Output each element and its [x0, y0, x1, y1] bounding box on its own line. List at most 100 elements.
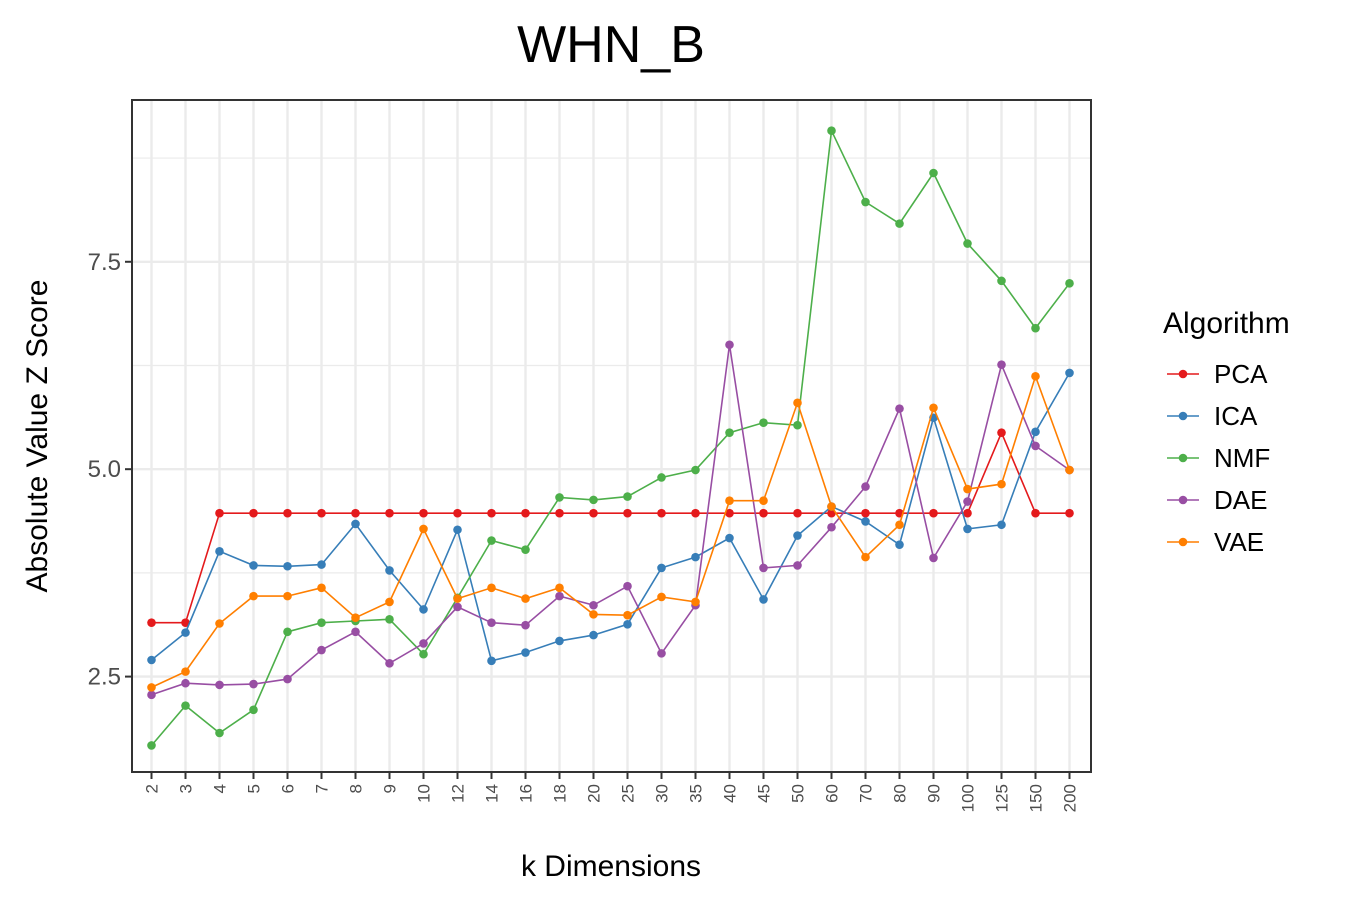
nmf-point	[181, 701, 190, 710]
nmf-point	[725, 428, 734, 437]
ica-point	[895, 540, 904, 549]
pca-point	[555, 508, 564, 518]
vae-point	[759, 496, 768, 506]
x-tick-label: 6	[279, 784, 298, 793]
ica-point	[521, 648, 530, 657]
nmf-point	[1065, 279, 1074, 288]
legend-label: ICA	[1214, 401, 1258, 431]
ica-point	[997, 520, 1006, 530]
ica-point	[385, 566, 394, 575]
vae-point	[691, 597, 700, 607]
legend-item-ica: ICA	[1167, 401, 1258, 431]
x-tick-label: 2	[143, 784, 162, 793]
legend-key-point	[1178, 411, 1188, 421]
x-tick-label: 125	[993, 784, 1012, 812]
pca-point	[725, 508, 734, 518]
nmf-point	[793, 420, 802, 430]
pca-point	[317, 508, 326, 518]
nmf-point	[827, 126, 836, 135]
legend-label: VAE	[1214, 527, 1264, 557]
pca-point	[385, 508, 394, 518]
series-vae	[147, 371, 1074, 692]
ica-point	[963, 524, 972, 534]
ica-point	[419, 605, 428, 614]
legend-title: Algorithm	[1163, 307, 1290, 340]
x-tick-label: 150	[1027, 784, 1046, 812]
dae-point	[997, 360, 1006, 369]
series-layer	[147, 126, 1074, 750]
dae-point	[555, 591, 564, 601]
ica-point	[555, 636, 564, 646]
pca-point	[1065, 508, 1074, 518]
ica-point	[215, 547, 224, 556]
nmf-point	[929, 168, 938, 178]
nmf-point	[147, 741, 156, 750]
x-tick-label: 25	[619, 784, 638, 803]
pca-point	[759, 508, 768, 518]
x-tick-label: 8	[347, 784, 366, 793]
x-tick-label: 30	[653, 784, 672, 803]
nmf-point	[963, 239, 972, 248]
pca-point	[283, 508, 292, 518]
ica-point	[317, 560, 326, 569]
nmf-point	[997, 276, 1006, 286]
vae-point	[895, 520, 904, 530]
vae-point	[963, 484, 972, 494]
x-tick-label: 4	[211, 784, 230, 793]
dae-point	[657, 649, 666, 658]
pca-point	[215, 508, 224, 518]
vae-point	[861, 552, 870, 562]
dae-point	[419, 639, 428, 648]
ica-point	[249, 561, 258, 570]
dae-point	[521, 620, 530, 630]
vae-point	[317, 583, 326, 593]
x-axis-title: k Dimensions	[521, 850, 701, 883]
vae-point	[997, 479, 1006, 489]
vae-point	[555, 583, 564, 593]
ica-point	[283, 561, 292, 571]
x-tick-label: 16	[517, 784, 536, 803]
legend-label: DAE	[1214, 485, 1267, 515]
x-tick-label: 60	[823, 784, 842, 803]
nmf-point	[385, 615, 394, 624]
x-tick-label: 18	[551, 784, 570, 803]
vae-point	[521, 594, 530, 603]
nmf-point	[317, 618, 326, 627]
pca-point	[691, 508, 700, 518]
pca-point	[861, 508, 870, 518]
nmf-line	[150, 127, 1071, 747]
y-axis-title: Absolute Value Z Score	[21, 280, 54, 593]
vae-point	[419, 524, 428, 534]
x-tick-label: 40	[721, 784, 740, 803]
vae-point	[589, 610, 598, 619]
x-tick-label: 14	[483, 784, 502, 803]
ica-point	[147, 655, 156, 665]
legend-key-point	[1178, 495, 1188, 505]
dae-line	[151, 344, 1070, 696]
pca-point	[997, 428, 1006, 437]
y-tick-label: 7.5	[88, 249, 121, 276]
x-tick-label: 5	[245, 784, 264, 793]
nmf-point	[283, 627, 292, 637]
series-nmf	[147, 126, 1074, 750]
dae-point	[793, 561, 802, 570]
dae-point	[487, 618, 496, 627]
dae-point	[283, 674, 292, 684]
vae-point	[657, 592, 666, 602]
pca-point	[589, 508, 598, 518]
pca-point	[623, 508, 632, 518]
vae-point	[929, 403, 938, 413]
series-dae	[147, 340, 1074, 700]
vae-point	[283, 591, 292, 601]
nmf-point	[623, 492, 632, 501]
pca-line	[151, 430, 1070, 624]
legend: Algorithm PCA ICA NMF DAE VAE	[1163, 307, 1290, 557]
pca-point	[929, 508, 938, 518]
dae-point	[181, 678, 190, 688]
pca-point	[1031, 508, 1040, 518]
dae-point	[861, 482, 870, 491]
pca-point	[793, 508, 802, 518]
vae-point	[249, 591, 258, 601]
ica-point	[691, 552, 700, 562]
dae-point	[963, 497, 972, 506]
